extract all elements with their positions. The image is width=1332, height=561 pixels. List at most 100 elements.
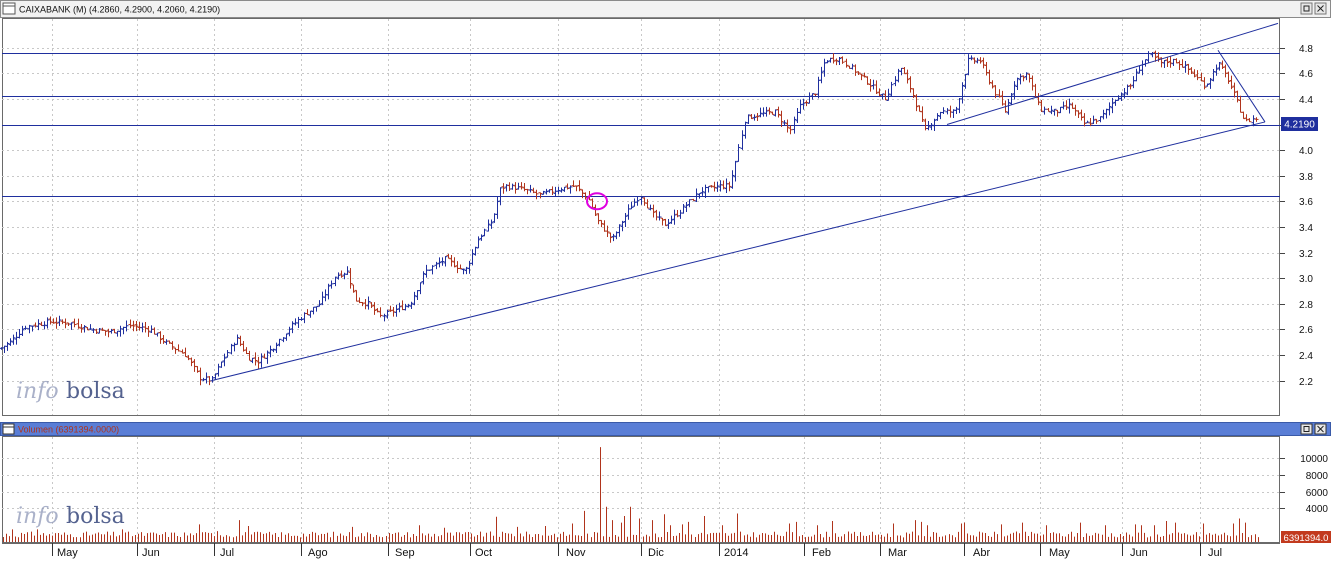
volume-minimize-button[interactable]: [1300, 423, 1313, 435]
ohlc-bar: [559, 187, 564, 193]
ohlc-bar: [935, 113, 940, 121]
volume-close-button[interactable]: [1314, 423, 1327, 435]
ohlc-bar: [865, 76, 870, 85]
ohlc-bar: [85, 327, 90, 331]
ohlc-bar: [333, 276, 338, 287]
ohlc-bar: [5, 341, 10, 351]
ohlc-bar: [715, 181, 720, 192]
x-tick-label: Oct: [475, 547, 492, 559]
ohlc-bar: [868, 79, 873, 92]
ohlc-bar: [941, 107, 946, 114]
ohlc-bar: [403, 303, 408, 311]
ohlc-bar: [112, 328, 117, 334]
ohlc-bar: [1036, 93, 1041, 106]
trendline: [1217, 49, 1266, 123]
ohlc-bar: [458, 264, 463, 270]
ohlc-bar: [97, 328, 102, 334]
ohlc-bar: [30, 325, 35, 332]
volume-watermark: info bolsa: [16, 504, 125, 529]
ohlc-bar: [657, 211, 662, 221]
minimize-button[interactable]: [1300, 2, 1313, 15]
price-tick-label: 3.4: [1299, 223, 1313, 234]
ohlc-bar: [498, 187, 503, 206]
ohlc-bar: [134, 321, 139, 332]
price-tick-label: 4.0: [1299, 146, 1313, 157]
ohlc-bar: [932, 118, 937, 131]
ohlc-bar: [1110, 97, 1115, 114]
volume-panel-title: Volumen (6391394.0000): [18, 425, 119, 435]
ohlc-bar: [256, 356, 261, 369]
ohlc-bar: [1244, 114, 1249, 122]
window-menu-icon[interactable]: [2, 2, 16, 15]
ohlc-bar: [109, 328, 114, 334]
close-button[interactable]: [1314, 2, 1327, 15]
ohlc-bar: [629, 201, 634, 210]
ohlc-bar: [1254, 117, 1259, 122]
ohlc-bar: [305, 309, 310, 316]
ohlc-bar: [840, 56, 845, 64]
ohlc-bar: [825, 60, 830, 64]
x-tick-label: Jul: [1208, 547, 1222, 559]
ohlc-bar: [990, 80, 995, 89]
ohlc-bar: [20, 325, 25, 336]
ohlc-bar: [1101, 109, 1106, 120]
ohlc-bar: [421, 271, 426, 285]
ohlc-bar: [461, 268, 466, 275]
ohlc-bar: [1162, 59, 1167, 69]
ohlc-bar: [819, 66, 824, 84]
ohlc-bar: [963, 73, 968, 89]
volume-tick-label: 8000: [1306, 471, 1329, 482]
ohlc-bar: [1067, 98, 1072, 114]
price-tick-label: 4.6: [1299, 69, 1313, 80]
ohlc-bar: [687, 199, 692, 208]
price-tick-label: 3.2: [1299, 249, 1313, 260]
ohlc-bar: [479, 234, 484, 241]
ohlc-bar: [1009, 92, 1014, 105]
ohlc-bar: [1021, 75, 1026, 82]
ohlc-bar: [397, 302, 402, 313]
price-title-bar: [0, 0, 1331, 18]
ohlc-bar: [877, 88, 882, 97]
ohlc-bar: [1052, 108, 1057, 116]
ohlc-bar: [831, 53, 836, 64]
ohlc-bar: [792, 116, 797, 134]
ohlc-bar: [449, 254, 454, 267]
ohlc-bar: [997, 89, 1002, 98]
ohlc-bar: [1165, 57, 1170, 68]
volume-tick-label: 6000: [1306, 488, 1329, 499]
ohlc-bar: [911, 88, 916, 99]
ohlc-bar: [434, 261, 439, 270]
ohlc-bar: [1202, 77, 1207, 90]
ohlc-bar: [430, 265, 435, 275]
price-tick-label: 2.8: [1299, 300, 1313, 311]
ohlc-bar: [482, 228, 487, 237]
ohlc-bar: [905, 69, 910, 84]
ohlc-bar: [978, 57, 983, 64]
ohlc-bar: [969, 55, 974, 61]
ohlc-bar: [782, 120, 787, 126]
svg-text:6391394.0: 6391394.0: [1284, 533, 1329, 544]
ohlc-bar: [639, 196, 644, 205]
ohlc-bar: [550, 186, 555, 196]
ohlc-bar: [651, 204, 656, 218]
x-tick-label: Sep: [395, 547, 415, 559]
ohlc-bar: [746, 114, 751, 124]
svg-text:bolsa: bolsa: [66, 379, 125, 404]
ohlc-bar: [960, 82, 965, 104]
svg-text:info: info: [16, 504, 59, 529]
volume-menu-icon[interactable]: [2, 423, 15, 435]
ohlc-bar: [538, 192, 543, 199]
trendline: [946, 22, 1279, 125]
volume-tick-label: 10000: [1300, 454, 1328, 465]
ohlc-bar: [914, 94, 919, 112]
ohlc-bar: [886, 88, 891, 102]
ohlc-bar: [290, 321, 295, 334]
ohlc-bar: [146, 325, 151, 337]
ohlc-bar: [277, 338, 282, 347]
ohlc-bar: [124, 320, 129, 332]
ohlc-bar: [268, 345, 273, 358]
ohlc-bar: [1153, 50, 1158, 62]
x-tick-label: Jun: [1130, 547, 1148, 559]
ohlc-bar: [88, 324, 93, 330]
volume-grid: [2, 437, 1280, 542]
